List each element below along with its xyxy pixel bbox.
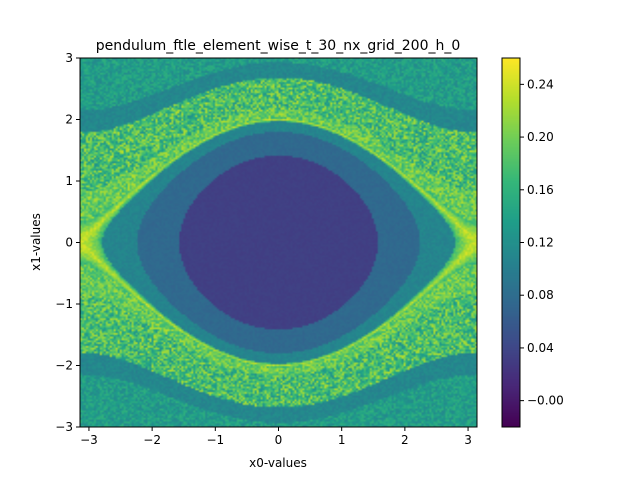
y-tick-label: 0 <box>65 236 73 250</box>
y-tick-label: −1 <box>55 297 73 311</box>
x-tick-label: 0 <box>275 433 283 447</box>
colorbar-tick-label: 0.16 <box>527 183 554 197</box>
x-tick-label: −2 <box>143 433 161 447</box>
chart-title: pendulum_ftle_element_wise_t_30_nx_grid_… <box>96 38 461 54</box>
y-axis-label: x1-values <box>29 213 43 271</box>
x-axis: −3 −2 −1 0 1 2 3 <box>80 427 472 447</box>
x-axis-label: x0-values <box>249 456 307 470</box>
heatmap-image <box>80 58 477 427</box>
colorbar-ticks: 0.24 0.20 0.16 0.12 0.08 0.04 −0.00 <box>520 77 564 408</box>
colorbar-tick-label: 0.20 <box>527 130 554 144</box>
x-tick-label: 1 <box>338 433 346 447</box>
x-tick-label: 2 <box>401 433 409 447</box>
y-axis: −3 −2 −1 0 1 2 3 <box>55 51 80 434</box>
y-tick-label: 3 <box>65 51 73 65</box>
x-tick-label: −3 <box>80 433 98 447</box>
x-tick-label: 3 <box>464 433 472 447</box>
colorbar-tick-label: 0.04 <box>527 341 554 355</box>
colorbar: 0.24 0.20 0.16 0.12 0.08 0.04 −0.00 <box>501 57 564 428</box>
x-tick-label: −1 <box>206 433 224 447</box>
colorbar-tick-label: 0.12 <box>527 236 554 250</box>
colorbar-tick-label: 0.08 <box>527 288 554 302</box>
colorbar-gradient <box>502 58 520 427</box>
colorbar-tick-label: −0.00 <box>527 394 564 408</box>
y-tick-label: 2 <box>65 113 73 127</box>
y-tick-label: 1 <box>65 174 73 188</box>
y-tick-label: −3 <box>55 420 73 434</box>
heatmap-plot-area <box>79 57 478 428</box>
y-tick-label: −2 <box>55 359 73 373</box>
colorbar-tick-label: 0.24 <box>527 77 554 91</box>
